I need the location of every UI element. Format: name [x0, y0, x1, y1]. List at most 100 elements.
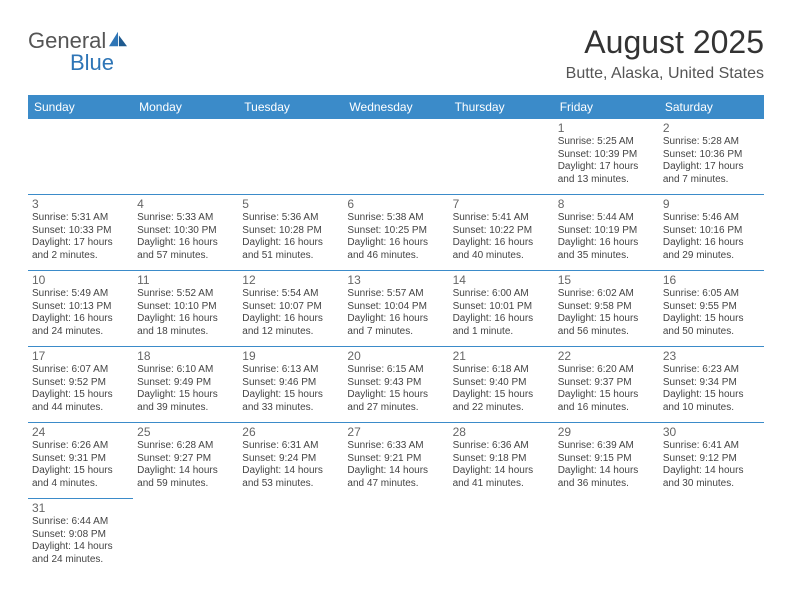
sunset-text: Sunset: 10:22 PM	[453, 225, 550, 238]
daylight-text: Daylight: 14 hours and 30 minutes.	[663, 465, 760, 490]
day-number: 29	[558, 425, 655, 439]
calendar-day-cell: 28Sunrise: 6:36 AMSunset: 9:18 PMDayligh…	[449, 423, 554, 499]
sunrise-text: Sunrise: 5:46 AM	[663, 212, 760, 225]
calendar-day-cell: 1Sunrise: 5:25 AMSunset: 10:39 PMDayligh…	[554, 119, 659, 195]
calendar-day-cell: 3Sunrise: 5:31 AMSunset: 10:33 PMDayligh…	[28, 195, 133, 271]
calendar-day-cell	[343, 499, 448, 575]
daylight-text: Daylight: 15 hours and 16 minutes.	[558, 389, 655, 414]
daylight-text: Daylight: 15 hours and 39 minutes.	[137, 389, 234, 414]
sunset-text: Sunset: 10:36 PM	[663, 149, 760, 162]
logo: GeneralBlue	[28, 24, 129, 74]
day-number: 19	[242, 349, 339, 363]
sunset-text: Sunset: 9:27 PM	[137, 453, 234, 466]
sunset-text: Sunset: 9:58 PM	[558, 301, 655, 314]
daylight-text: Daylight: 16 hours and 24 minutes.	[32, 313, 129, 338]
calendar-day-cell: 23Sunrise: 6:23 AMSunset: 9:34 PMDayligh…	[659, 347, 764, 423]
calendar-day-cell: 12Sunrise: 5:54 AMSunset: 10:07 PMDaylig…	[238, 271, 343, 347]
daylight-text: Daylight: 15 hours and 27 minutes.	[347, 389, 444, 414]
daylight-text: Daylight: 16 hours and 1 minute.	[453, 313, 550, 338]
day-number: 16	[663, 273, 760, 287]
calendar-day-cell: 8Sunrise: 5:44 AMSunset: 10:19 PMDayligh…	[554, 195, 659, 271]
day-number: 13	[347, 273, 444, 287]
calendar-day-cell	[133, 119, 238, 195]
day-number: 31	[32, 501, 129, 515]
day-number: 7	[453, 197, 550, 211]
daylight-text: Daylight: 14 hours and 53 minutes.	[242, 465, 339, 490]
calendar-header-row: SundayMondayTuesdayWednesdayThursdayFrid…	[28, 96, 764, 119]
sunrise-text: Sunrise: 6:28 AM	[137, 440, 234, 453]
calendar-day-cell: 7Sunrise: 5:41 AMSunset: 10:22 PMDayligh…	[449, 195, 554, 271]
sunset-text: Sunset: 10:13 PM	[32, 301, 129, 314]
weekday-header: Monday	[133, 96, 238, 119]
calendar-day-cell: 17Sunrise: 6:07 AMSunset: 9:52 PMDayligh…	[28, 347, 133, 423]
sunset-text: Sunset: 9:08 PM	[32, 529, 129, 542]
daylight-text: Daylight: 17 hours and 7 minutes.	[663, 161, 760, 186]
sunrise-text: Sunrise: 5:49 AM	[32, 288, 129, 301]
sunset-text: Sunset: 9:15 PM	[558, 453, 655, 466]
sunrise-text: Sunrise: 5:57 AM	[347, 288, 444, 301]
daylight-text: Daylight: 14 hours and 41 minutes.	[453, 465, 550, 490]
calendar-day-cell: 13Sunrise: 5:57 AMSunset: 10:04 PMDaylig…	[343, 271, 448, 347]
daylight-text: Daylight: 15 hours and 50 minutes.	[663, 313, 760, 338]
sunset-text: Sunset: 9:12 PM	[663, 453, 760, 466]
calendar-day-cell: 9Sunrise: 5:46 AMSunset: 10:16 PMDayligh…	[659, 195, 764, 271]
calendar-day-cell	[554, 499, 659, 575]
sunset-text: Sunset: 9:24 PM	[242, 453, 339, 466]
day-number: 27	[347, 425, 444, 439]
day-number: 15	[558, 273, 655, 287]
day-number: 28	[453, 425, 550, 439]
daylight-text: Daylight: 15 hours and 10 minutes.	[663, 389, 760, 414]
day-number: 5	[242, 197, 339, 211]
sunrise-text: Sunrise: 6:26 AM	[32, 440, 129, 453]
daylight-text: Daylight: 15 hours and 56 minutes.	[558, 313, 655, 338]
sunrise-text: Sunrise: 5:25 AM	[558, 136, 655, 149]
sunset-text: Sunset: 10:28 PM	[242, 225, 339, 238]
calendar-day-cell: 29Sunrise: 6:39 AMSunset: 9:15 PMDayligh…	[554, 423, 659, 499]
day-number: 3	[32, 197, 129, 211]
calendar-day-cell	[238, 499, 343, 575]
sunrise-text: Sunrise: 6:41 AM	[663, 440, 760, 453]
sunrise-text: Sunrise: 6:31 AM	[242, 440, 339, 453]
weekday-header: Saturday	[659, 96, 764, 119]
calendar-table: SundayMondayTuesdayWednesdayThursdayFrid…	[28, 95, 764, 575]
calendar-day-cell: 2Sunrise: 5:28 AMSunset: 10:36 PMDayligh…	[659, 119, 764, 195]
sunset-text: Sunset: 9:18 PM	[453, 453, 550, 466]
calendar-week-row: 24Sunrise: 6:26 AMSunset: 9:31 PMDayligh…	[28, 423, 764, 499]
daylight-text: Daylight: 16 hours and 7 minutes.	[347, 313, 444, 338]
sunset-text: Sunset: 10:10 PM	[137, 301, 234, 314]
daylight-text: Daylight: 14 hours and 24 minutes.	[32, 541, 129, 566]
sunrise-text: Sunrise: 6:44 AM	[32, 516, 129, 529]
page-header: GeneralBlueAugust 2025Butte, Alaska, Uni…	[28, 24, 764, 83]
sunrise-text: Sunrise: 6:20 AM	[558, 364, 655, 377]
calendar-day-cell: 22Sunrise: 6:20 AMSunset: 9:37 PMDayligh…	[554, 347, 659, 423]
calendar-day-cell: 30Sunrise: 6:41 AMSunset: 9:12 PMDayligh…	[659, 423, 764, 499]
sunrise-text: Sunrise: 6:10 AM	[137, 364, 234, 377]
sunrise-text: Sunrise: 5:41 AM	[453, 212, 550, 225]
weekday-header: Friday	[554, 96, 659, 119]
sunset-text: Sunset: 9:46 PM	[242, 377, 339, 390]
day-number: 14	[453, 273, 550, 287]
daylight-text: Daylight: 16 hours and 57 minutes.	[137, 237, 234, 262]
calendar-day-cell	[449, 499, 554, 575]
calendar-day-cell	[133, 499, 238, 575]
sunset-text: Sunset: 10:16 PM	[663, 225, 760, 238]
sunset-text: Sunset: 9:52 PM	[32, 377, 129, 390]
sunset-text: Sunset: 10:07 PM	[242, 301, 339, 314]
sunset-text: Sunset: 9:21 PM	[347, 453, 444, 466]
daylight-text: Daylight: 16 hours and 40 minutes.	[453, 237, 550, 262]
calendar-day-cell: 15Sunrise: 6:02 AMSunset: 9:58 PMDayligh…	[554, 271, 659, 347]
day-number: 30	[663, 425, 760, 439]
sunset-text: Sunset: 9:34 PM	[663, 377, 760, 390]
sunrise-text: Sunrise: 6:00 AM	[453, 288, 550, 301]
sunset-text: Sunset: 9:40 PM	[453, 377, 550, 390]
calendar-day-cell: 21Sunrise: 6:18 AMSunset: 9:40 PMDayligh…	[449, 347, 554, 423]
daylight-text: Daylight: 16 hours and 18 minutes.	[137, 313, 234, 338]
sunrise-text: Sunrise: 6:33 AM	[347, 440, 444, 453]
sunset-text: Sunset: 9:37 PM	[558, 377, 655, 390]
sunset-text: Sunset: 10:39 PM	[558, 149, 655, 162]
sunrise-text: Sunrise: 5:54 AM	[242, 288, 339, 301]
day-number: 9	[663, 197, 760, 211]
daylight-text: Daylight: 16 hours and 51 minutes.	[242, 237, 339, 262]
calendar-day-cell: 25Sunrise: 6:28 AMSunset: 9:27 PMDayligh…	[133, 423, 238, 499]
calendar-day-cell: 6Sunrise: 5:38 AMSunset: 10:25 PMDayligh…	[343, 195, 448, 271]
